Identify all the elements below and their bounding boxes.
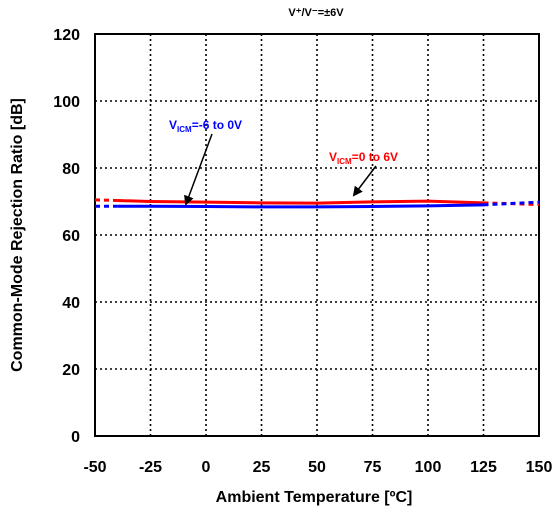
- y-tick-label: 100: [53, 94, 80, 111]
- x-tick-label: 25: [253, 459, 271, 476]
- annotation-red: VICM=0 to 6V: [329, 150, 398, 166]
- annotation-blue: VICM=-6 to 0V: [169, 118, 242, 134]
- x-tick-label: 100: [415, 459, 442, 476]
- x-tick-label: 125: [470, 459, 497, 476]
- annotation-red-rest: =0 to 6V: [352, 150, 398, 164]
- series-line-0: [117, 200, 483, 203]
- chart-title-text: V⁺/V⁻=±6V: [288, 7, 344, 19]
- annotation-red-sub: ICM: [337, 157, 352, 166]
- annotation-blue-arrow: [186, 134, 212, 204]
- x-tick-label: -50: [83, 459, 106, 476]
- annotation-red-main: V: [329, 150, 337, 164]
- x-tick-label: -25: [139, 459, 162, 476]
- annotation-blue-sub: ICM: [177, 125, 192, 134]
- x-tick-label: 0: [202, 459, 211, 476]
- y-tick-label: 120: [53, 27, 80, 44]
- series-extrapolation-left-0: [95, 200, 117, 201]
- annotation-blue-rest: =-6 to 0V: [192, 118, 242, 132]
- x-tick-label: 75: [364, 459, 382, 476]
- y-axis-title: Common-Mode Rejection Ratio [dB]: [9, 98, 26, 372]
- y-tick-label: 20: [62, 362, 80, 379]
- x-axis-title: Ambient Temperature [ºC]: [216, 489, 413, 506]
- x-tick-labels: -50 -25 0 25 50 75 100 125 150: [83, 459, 552, 476]
- series-line-1: [117, 205, 483, 207]
- grid: [95, 34, 539, 436]
- y-tick-labels: 0 20 40 60 80 100 120: [53, 27, 80, 446]
- y-tick-label: 40: [62, 295, 80, 312]
- x-tick-label: 150: [526, 459, 553, 476]
- y-tick-label: 0: [71, 429, 80, 446]
- x-tick-label: 50: [308, 459, 326, 476]
- y-tick-label: 60: [62, 228, 80, 245]
- chart-title: V⁺/V⁻=±6V: [288, 7, 344, 19]
- y-tick-label: 80: [62, 161, 80, 178]
- annotation-blue-main: V: [169, 118, 177, 132]
